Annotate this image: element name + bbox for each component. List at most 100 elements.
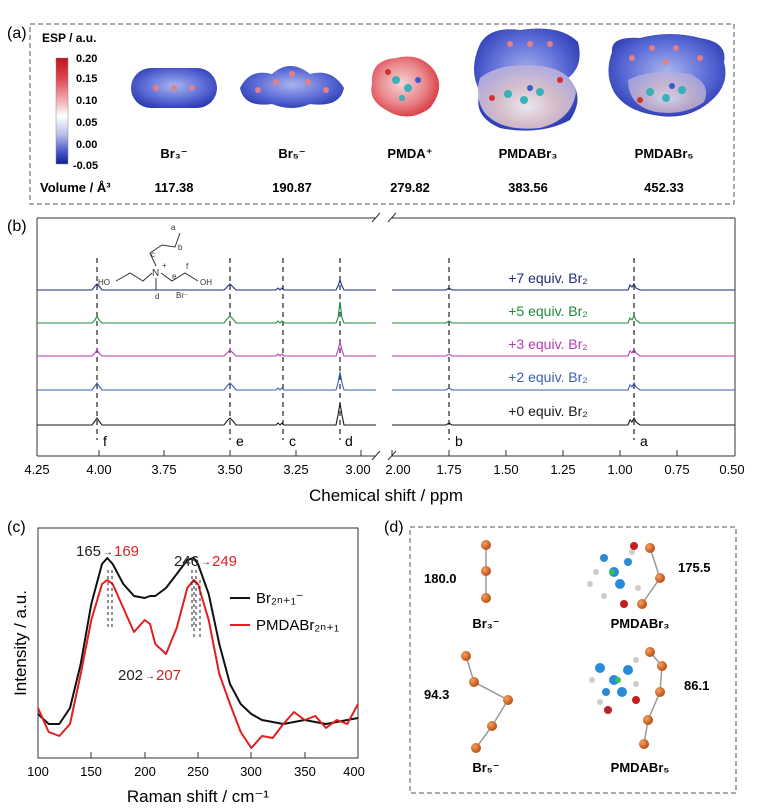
species-name: Br₅⁻ xyxy=(278,146,305,161)
pmdabr3-structure xyxy=(587,542,665,609)
x-tick-label: 1.50 xyxy=(493,462,518,477)
nmr-trace-0 xyxy=(37,402,735,426)
x-tick-label: 2.00 xyxy=(385,462,410,477)
species-name: PMDA⁺ xyxy=(387,146,432,161)
panel-d-tag: (d) xyxy=(384,519,404,536)
n-charge: + xyxy=(162,261,167,270)
annotation-arrow-icon: → xyxy=(103,547,113,558)
annotation-from: 165 xyxy=(76,543,101,560)
nmr-x-axis-label: Chemical shift / ppm xyxy=(309,486,463,505)
structure-name: Br₃⁻ xyxy=(472,616,499,631)
panel-b: (b) 4.25 4.00 3.75 3.50 3.25 3.00 2.00 1… xyxy=(7,212,745,505)
x-tick-label: 150 xyxy=(80,764,102,779)
legend-label: Br₂ₙ₊₁⁻ xyxy=(256,590,304,607)
raman-y-axis-label: Intensity / a.u. xyxy=(11,590,30,696)
raman-line-0 xyxy=(37,557,359,725)
x-tick-label: 3.75 xyxy=(151,462,176,477)
axis-break-marks xyxy=(371,212,397,461)
nmr-traces xyxy=(37,278,735,426)
raman-annotations: 165 → 169 246 → 249 202 → 207 xyxy=(76,543,237,684)
x-tick-label: 100 xyxy=(27,764,49,779)
raman-annotation-lines xyxy=(107,570,201,640)
panel-c-tag: (c) xyxy=(7,519,26,536)
x-tick-label: 350 xyxy=(294,764,316,779)
structure-name: PMDABr₅ xyxy=(611,760,670,775)
esp-surface-pmdabr3 xyxy=(474,28,580,131)
br3-structure xyxy=(481,540,491,603)
panel-c: (c) 100 150 200 250 300 350 400 Raman sh… xyxy=(7,519,365,806)
structure-name: Br₅⁻ xyxy=(472,760,499,775)
x-tick-label: 1.25 xyxy=(550,462,575,477)
trace-label: +3 equiv. Br₂ xyxy=(508,336,588,352)
esp-surface-pmdabr5 xyxy=(608,34,726,117)
nmr-x-ticks xyxy=(36,450,736,456)
x-tick-label: 400 xyxy=(343,764,365,779)
species-name: PMDABr₃ xyxy=(499,146,558,161)
trace-label: +2 equiv. Br₂ xyxy=(508,369,588,385)
x-tick-label: 1.75 xyxy=(436,462,461,477)
volume-label: Volume / Å³ xyxy=(40,180,111,195)
colorbar-tick: 0.05 xyxy=(76,117,97,129)
panel-d-border xyxy=(409,526,737,794)
bond-angle: 175.5 xyxy=(678,560,711,575)
colorbar-tick: 0.10 xyxy=(76,95,97,107)
volume-value: 117.38 xyxy=(154,180,193,195)
species-name: Br₃⁻ xyxy=(160,146,187,161)
peak-label: d xyxy=(345,433,353,449)
x-tick-label: 4.25 xyxy=(24,462,49,477)
volume-value: 279.82 xyxy=(390,180,430,195)
n-atom: N xyxy=(152,268,159,279)
colorbar-tick: 0.00 xyxy=(76,139,97,151)
colorbar xyxy=(55,57,69,165)
x-tick-label: 300 xyxy=(240,764,262,779)
colorbar-ticks: 0.20 0.15 0.10 0.05 0.00 -0.05 xyxy=(73,53,98,172)
bond-angle: 180.0 xyxy=(424,571,457,586)
struct-a: a xyxy=(171,223,176,232)
structure-name: PMDABr₃ xyxy=(611,616,670,631)
annotation-to: 249 xyxy=(212,553,237,570)
esp-surface-br3 xyxy=(131,68,217,108)
volume-value: 190.87 xyxy=(272,180,312,195)
nmr-trace-3 xyxy=(37,341,735,357)
panel-a-tag: (a) xyxy=(7,25,27,42)
bond-angle: 86.1 xyxy=(684,678,709,693)
species-labels: Br₃⁻ Br₅⁻ PMDA⁺ PMDABr₃ PMDABr₅ xyxy=(160,146,693,161)
peak-letters: f e c d b a xyxy=(103,433,648,449)
colorbar-tick: 0.20 xyxy=(76,53,97,65)
panel-a: (a) ESP / a.u. 0.20 0.15 0.10 0.05 0.00 … xyxy=(7,23,735,205)
struct-f: f xyxy=(186,262,189,271)
x-tick-label: 4.00 xyxy=(86,462,111,477)
oh-left: HO xyxy=(98,278,110,287)
trace-label: +7 equiv. Br₂ xyxy=(508,270,588,286)
x-tick-label: 3.50 xyxy=(217,462,242,477)
raman-line-1 xyxy=(37,579,359,749)
nmr-trace-7 xyxy=(37,278,735,291)
nmr-trace-5 xyxy=(37,301,735,324)
pmdabr5-structure xyxy=(589,647,667,749)
raman-legend: Br₂ₙ₊₁⁻ PMDABr₂ₙ₊₁ xyxy=(230,590,339,634)
peak-label: e xyxy=(236,433,244,449)
annotation-arrow-icon: → xyxy=(201,557,211,568)
struct-b: b xyxy=(178,243,183,252)
br5-structure xyxy=(461,651,513,753)
struct-e: e xyxy=(172,272,177,281)
nmr-trace-2 xyxy=(37,371,735,391)
x-tick-label: 1.00 xyxy=(607,462,632,477)
nmr-tick-labels: 4.25 4.00 3.75 3.50 3.25 3.00 2.00 1.75 … xyxy=(24,462,744,477)
x-tick-label: 3.25 xyxy=(283,462,308,477)
panel-a-border xyxy=(29,23,735,205)
peak-label: f xyxy=(103,433,107,449)
x-tick-label: 200 xyxy=(134,764,156,779)
volume-values: 117.38 190.87 279.82 383.56 452.33 xyxy=(154,180,683,195)
raman-x-ticks xyxy=(37,752,359,758)
raman-x-axis-label: Raman shift / cm⁻¹ xyxy=(127,787,270,806)
annotation-from: 246 xyxy=(174,553,199,570)
trace-label: +5 equiv. Br₂ xyxy=(508,303,588,319)
legend-label: PMDABr₂ₙ₊₁ xyxy=(256,617,339,634)
peak-label: c xyxy=(289,433,296,449)
volume-value: 452.33 xyxy=(644,180,684,195)
annotation-to: 169 xyxy=(114,543,139,560)
x-tick-label: 0.75 xyxy=(664,462,689,477)
colorbar-tick: -0.05 xyxy=(73,160,98,172)
annotation-to: 207 xyxy=(156,667,181,684)
